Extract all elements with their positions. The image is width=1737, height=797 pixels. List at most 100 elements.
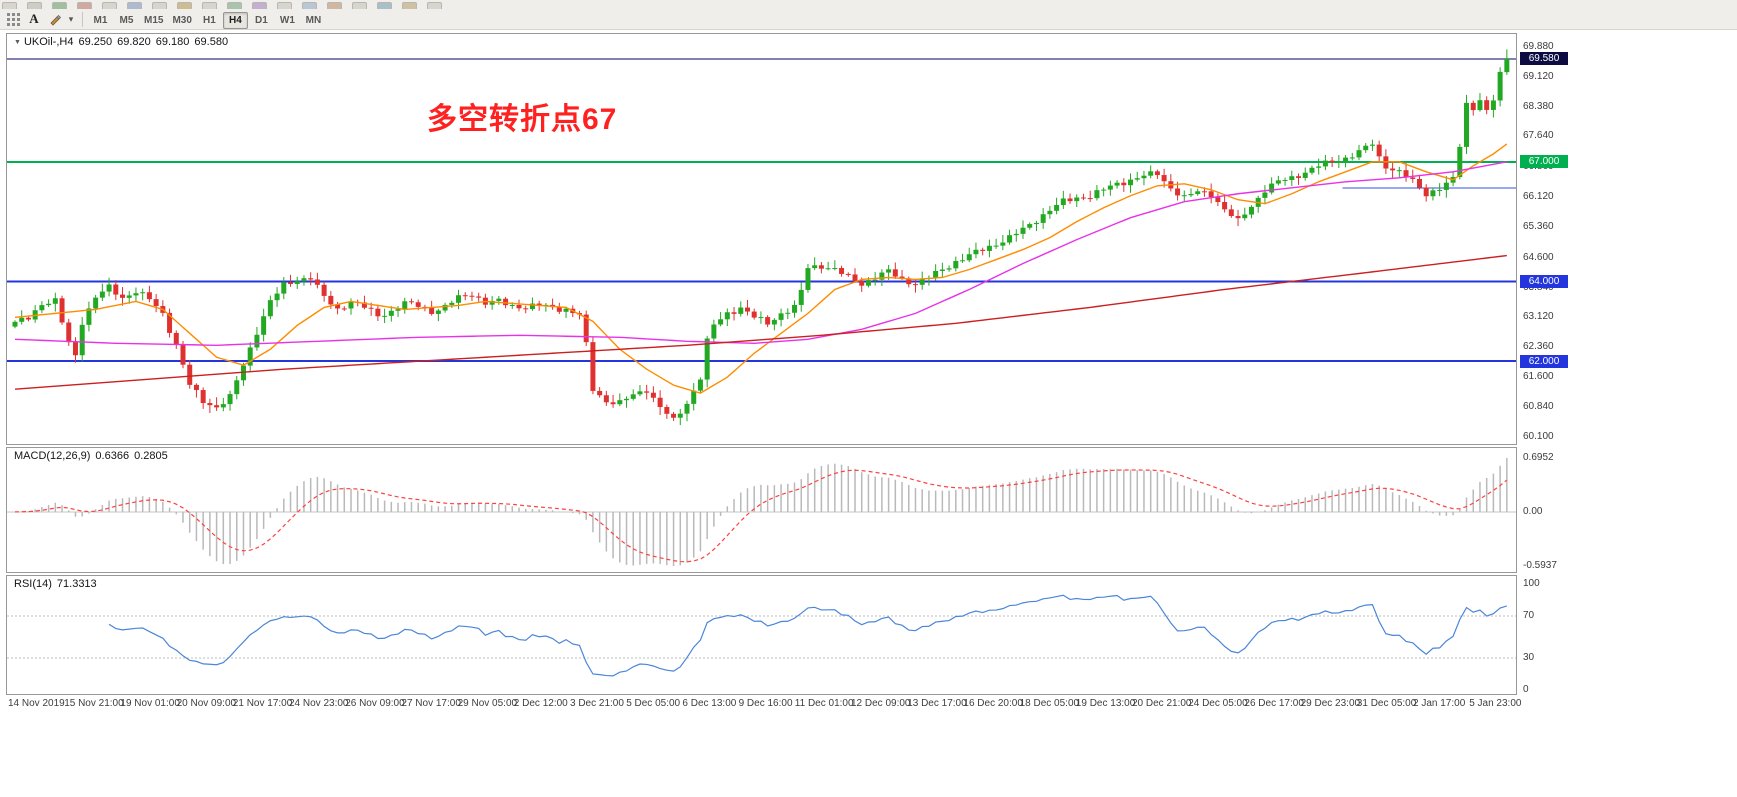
toolbar-icon-clipped[interactable]: [277, 2, 292, 9]
toolbar-icon-clipped[interactable]: [402, 2, 417, 9]
toolbar-icon-clipped[interactable]: [127, 2, 142, 9]
time-axis-label: 11 Dec 01:00: [794, 698, 854, 709]
toolbar-icon-clipped[interactable]: [152, 2, 167, 9]
price-axis-label: 69.880: [1523, 41, 1554, 52]
timeframe-group: M1 M5 M15 M30 H1 H4 D1 W1 MN: [88, 10, 327, 29]
timeframe-button-m30[interactable]: M30: [172, 14, 192, 26]
time-axis-label: 24 Dec 05:00: [1188, 698, 1248, 709]
toolbar-icon-clipped[interactable]: [27, 2, 42, 9]
price-axis-label: 68.380: [1523, 100, 1554, 112]
main-chart-plot[interactable]: [7, 34, 1516, 444]
price-axis-label: 69.120: [1523, 71, 1554, 83]
ohlc-high: 69.820: [117, 36, 151, 48]
toolbar-icon-clipped[interactable]: [352, 2, 367, 9]
macd-signal-value: 0.2805: [134, 450, 168, 462]
chart-annotation-text[interactable]: 多空转折点67: [427, 103, 618, 136]
ohlc-open: 69.250: [78, 36, 113, 48]
price-level-badge: 64.000: [1520, 274, 1568, 288]
timeframe-button-m15[interactable]: M15: [144, 14, 164, 26]
pencil-tool-icon[interactable]: [45, 10, 65, 28]
time-axis-label: 16 Dec 20:00: [963, 698, 1023, 709]
time-axis-label: 3 Dec 21:00: [570, 698, 624, 709]
toolbar-icon-clipped[interactable]: [77, 2, 92, 9]
chevron-down-icon[interactable]: ▾: [68, 13, 74, 24]
text-tool-button[interactable]: A: [29, 11, 39, 26]
rsi-label: RSI(14): [14, 578, 52, 590]
main-chart-panel: ▼ UKOil-,H4 69.250 69.820 69.180 69.580 多空转折点…: [6, 33, 1517, 445]
time-axis-label: 24 Nov 23:00: [289, 698, 349, 709]
toolbar-icon-clipped[interactable]: [227, 2, 242, 9]
time-axis-label: 9 Dec 16:00: [738, 698, 793, 709]
price-level-badge: 62.000: [1520, 354, 1568, 368]
toolbar-icon-clipped[interactable]: [302, 2, 317, 9]
time-axis-label: 12 Dec 09:00: [851, 698, 911, 709]
price-axis-label: 60.100: [1523, 431, 1554, 442]
toolbar-icon-clipped[interactable]: [2, 2, 17, 9]
time-axis-label: 13 Dec 17:00: [907, 698, 967, 709]
toolbar-icon-clipped[interactable]: [202, 2, 217, 9]
price-axis-label: 63.120: [1523, 310, 1554, 322]
chart-title: ▼ UKOil-,H4 69.250 69.820 69.180 69.580: [14, 36, 228, 48]
time-axis-label: 2 Jan 17:00: [1413, 698, 1466, 709]
timeframe-button-w1[interactable]: W1: [279, 14, 295, 26]
toolbar-icon-clipped[interactable]: [102, 2, 117, 9]
collapse-icon[interactable]: ▼: [14, 39, 21, 46]
time-axis-label: 18 Dec 05:00: [1019, 698, 1080, 709]
toolbar-icon-clipped[interactable]: [52, 2, 67, 9]
price-axis-label: 60.840: [1523, 401, 1554, 413]
time-axis-label: 5 Jan 23:00: [1469, 698, 1522, 709]
rsi-axis-label: 0: [1523, 684, 1529, 695]
price-level-badge: 67.000: [1520, 155, 1568, 169]
price-axis-label: 62.360: [1523, 340, 1554, 352]
time-axis-label: 14 Nov 2019: [8, 698, 65, 709]
ohlc-low: 69.180: [155, 36, 190, 48]
timeframe-button-m5[interactable]: M5: [119, 14, 134, 26]
time-axis-label: 19 Nov 01:00: [120, 698, 180, 709]
timeframe-button-m1[interactable]: M1: [93, 14, 108, 26]
timeframe-button-d1[interactable]: D1: [255, 14, 268, 26]
time-axis-label: 31 Dec 05:00: [1356, 698, 1417, 709]
time-axis-label: 27 Nov 17:00: [401, 698, 461, 709]
macd-axis-label: 0.00: [1523, 505, 1543, 517]
time-axis-label: 2 Dec 12:00: [513, 698, 568, 709]
macd-title: MACD(12,26,9) 0.6366 0.2805: [14, 450, 168, 462]
price-axis-label: 65.360: [1523, 221, 1554, 233]
macd-axis-label: -0.5937: [1523, 560, 1557, 571]
timeframe-button-h4[interactable]: H4: [222, 11, 248, 29]
toolbar-icon-clipped[interactable]: [377, 2, 392, 9]
time-axis-label: 29 Nov 05:00: [457, 698, 518, 709]
grid-icon[interactable]: [3, 10, 23, 28]
toolbar-icon-clipped[interactable]: [427, 2, 442, 9]
timeframe-button-h1[interactable]: H1: [203, 14, 216, 26]
macd-plot[interactable]: [7, 448, 1516, 572]
time-axis-label: 26 Dec 17:00: [1244, 698, 1304, 709]
timeframe-button-mn[interactable]: MN: [305, 14, 322, 26]
macd-label: MACD(12,26,9): [14, 450, 91, 462]
clipped-toolbar-row: [0, 0, 1737, 9]
time-axis-label: 29 Dec 23:00: [1300, 698, 1361, 709]
price-level-badge: 69.580: [1520, 52, 1568, 66]
price-axis-label: 66.120: [1523, 190, 1554, 202]
time-axis-label: 15 Nov 21:00: [64, 698, 124, 709]
price-axis-label: 64.600: [1523, 251, 1554, 263]
rsi-panel: RSI(14) 71.3313: [6, 575, 1517, 695]
rsi-title: RSI(14) 71.3313: [14, 578, 97, 590]
rsi-value: 71.3313: [56, 578, 97, 590]
rsi-plot[interactable]: [7, 576, 1516, 694]
macd-axis-label: 0.6952: [1523, 452, 1554, 463]
rsi-axis-label: 100: [1523, 578, 1540, 589]
rsi-axis-label: 30: [1523, 652, 1535, 664]
time-axis-label: 26 Nov 09:00: [345, 698, 405, 709]
toolbar-icon-clipped[interactable]: [252, 2, 267, 9]
toolbar-icon-clipped[interactable]: [177, 2, 192, 9]
time-axis[interactable]: 14 Nov 2019 15 Nov 21:00 19 Nov 01:00 20 No…: [6, 698, 1606, 713]
macd-panel: MACD(12,26,9) 0.6366 0.2805: [6, 447, 1517, 573]
macd-value: 0.6366: [95, 450, 130, 462]
symbol-label: UKOil-,H4: [23, 36, 74, 48]
time-axis-label: 6 Dec 13:00: [682, 698, 737, 709]
price-axis: 69.580 67.000 64.000 62.000 69.880 69.120 68.3…: [1519, 0, 1579, 797]
price-axis-label: 67.640: [1523, 130, 1554, 142]
toolbar-icon-clipped[interactable]: [327, 2, 342, 9]
time-axis-label: 19 Dec 13:00: [1075, 698, 1136, 709]
